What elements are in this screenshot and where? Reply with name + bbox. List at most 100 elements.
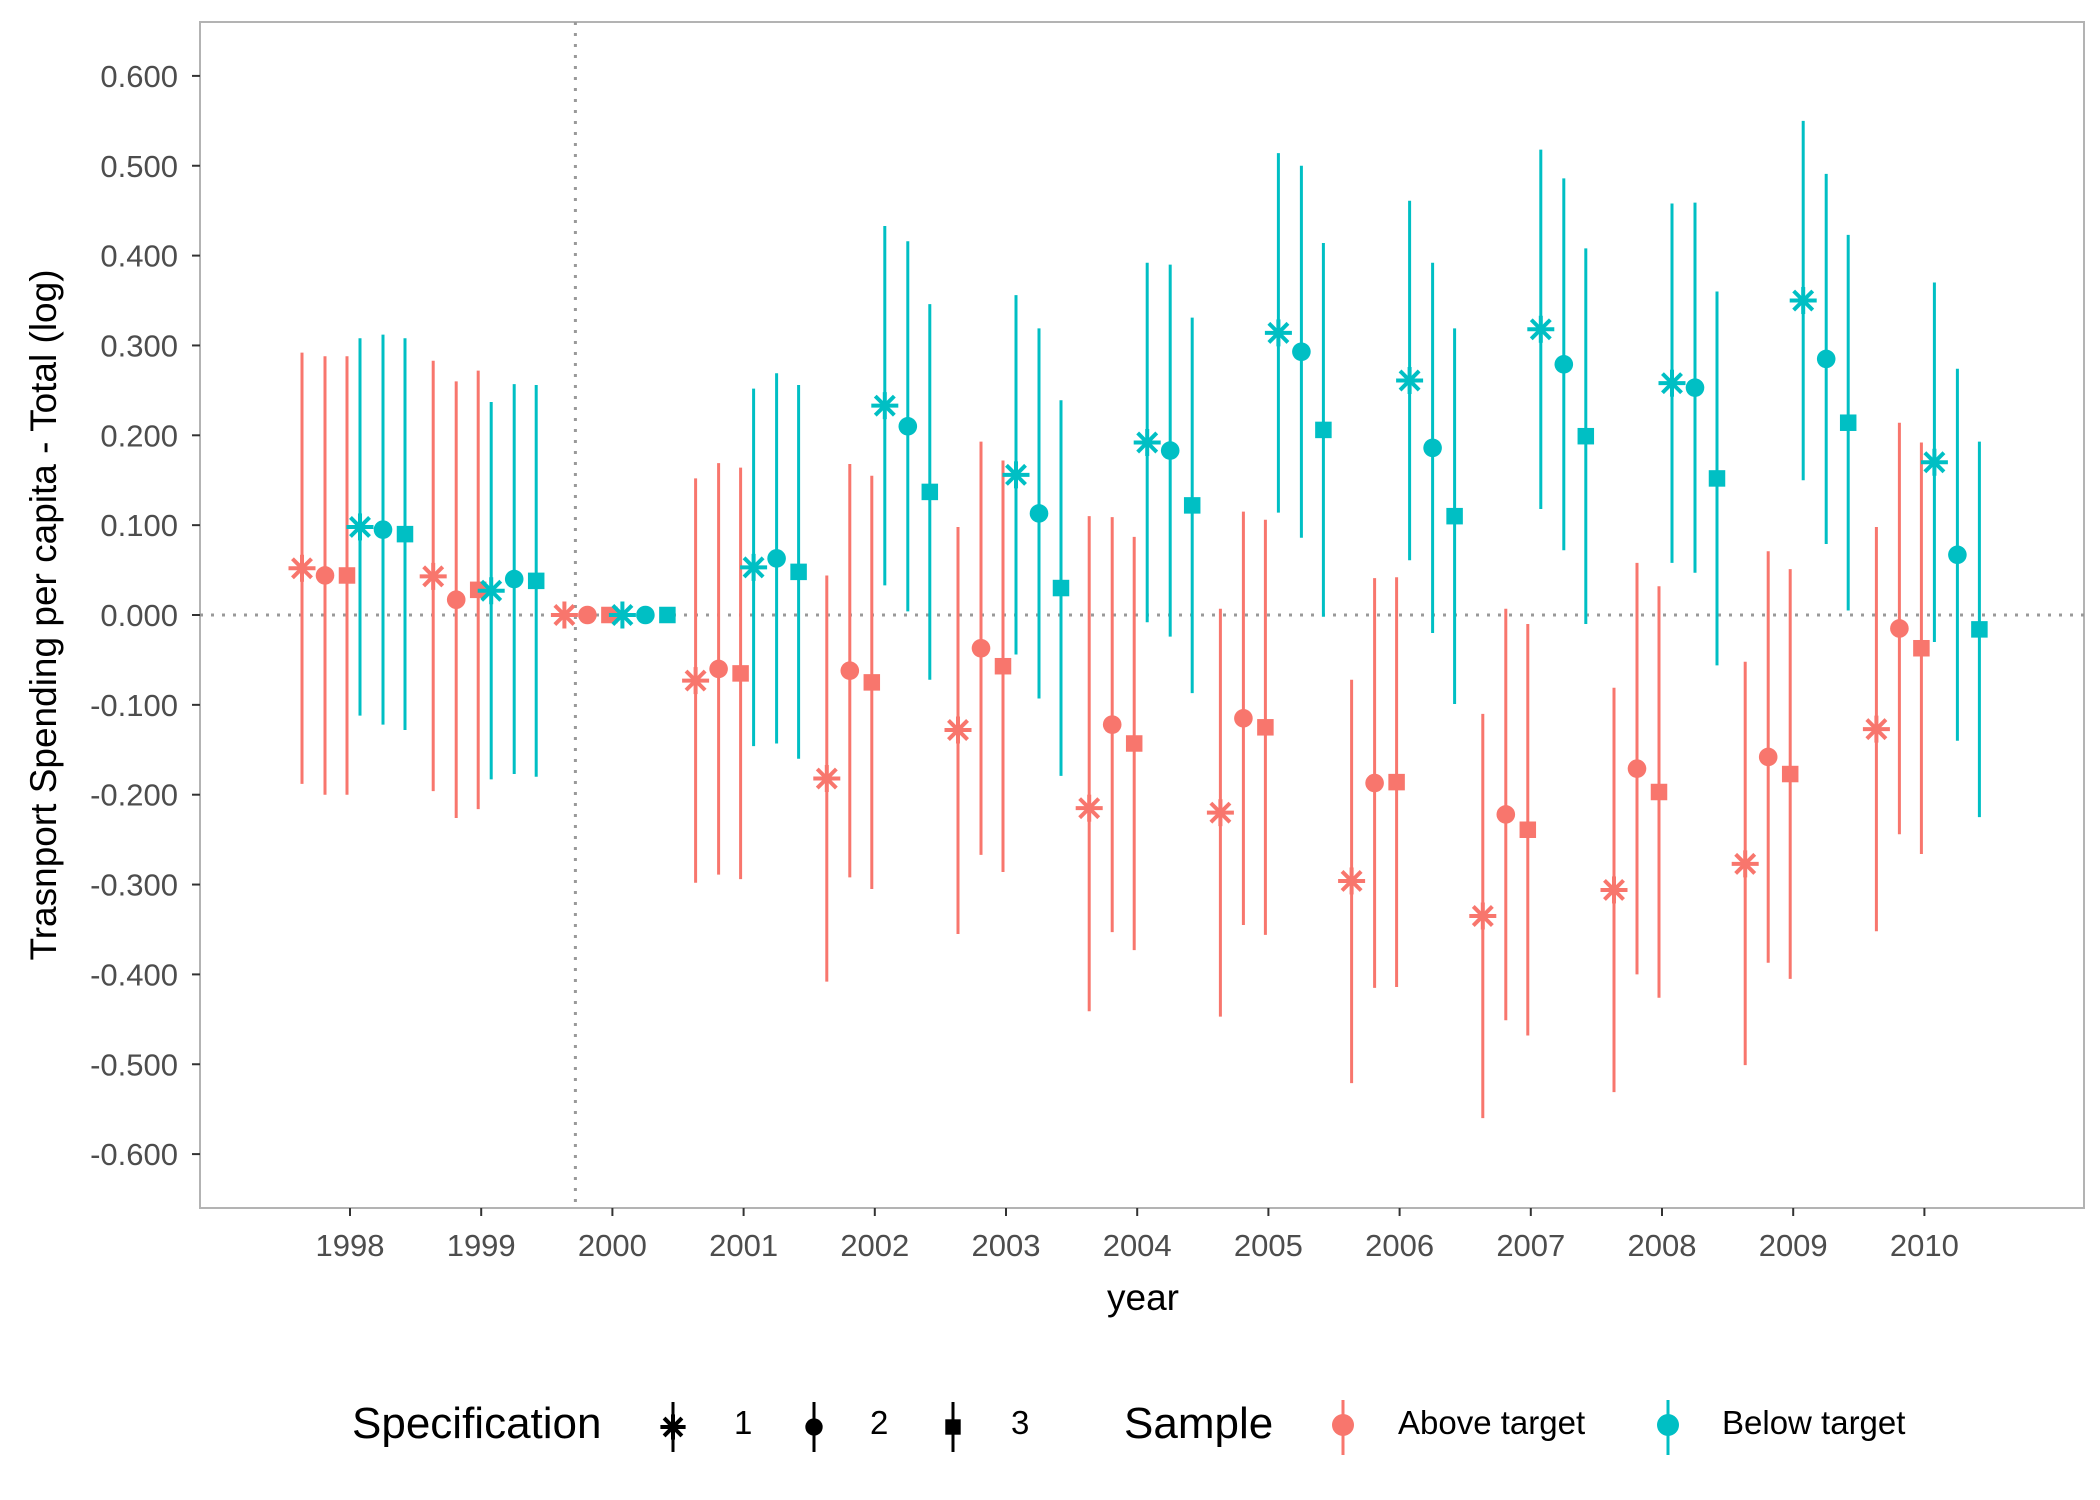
legend-title-sample: Sample bbox=[1124, 1399, 1273, 1448]
point-above-target-spec-1 bbox=[288, 554, 316, 582]
legend-key-spec-2 bbox=[805, 1418, 823, 1436]
point-below-target-spec-1 bbox=[871, 392, 899, 420]
point-below-target-spec-3 bbox=[1052, 579, 1070, 597]
point-above-target-spec-2 bbox=[971, 638, 991, 658]
point-below-target-spec-3 bbox=[1577, 427, 1595, 445]
point-above-target-spec-3 bbox=[1257, 719, 1274, 736]
x-tick-label: 2005 bbox=[1234, 1228, 1303, 1263]
point-above-target-spec-3 bbox=[863, 674, 881, 691]
x-tick-label: 2009 bbox=[1759, 1228, 1828, 1263]
x-tick-label: 2001 bbox=[709, 1228, 778, 1263]
x-tick-label: 2003 bbox=[972, 1228, 1041, 1263]
point-below-target-spec-3 bbox=[921, 483, 939, 501]
legend-label-spec-1: 1 bbox=[734, 1404, 752, 1441]
point-above-target-spec-3 bbox=[994, 657, 1012, 675]
point-above-target-spec-2 bbox=[709, 659, 728, 679]
point-estimates bbox=[288, 287, 1988, 930]
point-below-target-spec-3 bbox=[1708, 470, 1726, 487]
point-below-target-spec-2 bbox=[1948, 545, 1967, 565]
y-tick-label: 0.000 bbox=[100, 598, 178, 633]
point-below-target-spec-3 bbox=[396, 525, 414, 543]
legend-label-spec-2: 2 bbox=[870, 1404, 888, 1441]
point-above-target-spec-2 bbox=[1890, 619, 1909, 638]
point-below-target-spec-1 bbox=[1133, 428, 1161, 456]
point-below-target-spec-1 bbox=[1789, 287, 1817, 315]
y-tick-label: -0.400 bbox=[90, 957, 178, 992]
legend-key-dot-sample-2 bbox=[1657, 1414, 1679, 1436]
point-above-target-spec-1 bbox=[419, 562, 447, 590]
y-tick-label: 0.500 bbox=[100, 149, 178, 184]
y-axis-title: Trasnport Spending per capita - Total (l… bbox=[23, 269, 64, 960]
x-tick-label: 2010 bbox=[1890, 1228, 1959, 1263]
point-above-target-spec-2 bbox=[1758, 747, 1778, 767]
y-tick-label: -0.100 bbox=[90, 688, 178, 723]
point-below-target-spec-3 bbox=[659, 606, 676, 624]
y-tick-label: -0.600 bbox=[90, 1137, 178, 1172]
point-below-target-spec-2 bbox=[1423, 438, 1442, 458]
y-tick-label: -0.200 bbox=[90, 778, 178, 813]
legend-label-below-target: Below target bbox=[1722, 1404, 1905, 1441]
point-below-target-spec-1 bbox=[1002, 461, 1030, 489]
point-below-target-spec-2 bbox=[1685, 378, 1705, 397]
point-below-target-spec-1 bbox=[1264, 319, 1292, 347]
point-below-target-spec-2 bbox=[1029, 504, 1049, 523]
point-above-target-spec-2 bbox=[1627, 759, 1647, 778]
y-axis: 0.600 0.500 0.400 0.300 0.200 0.100 0.000 -0.10… bbox=[90, 59, 200, 1172]
point-above-target-spec-3 bbox=[1125, 735, 1143, 752]
point-below-target-spec-2 bbox=[1816, 349, 1836, 369]
point-above-target-spec-3 bbox=[338, 567, 356, 584]
legend-label-above-target: Above target bbox=[1398, 1404, 1585, 1441]
y-tick-label: 0.200 bbox=[100, 418, 178, 453]
point-below-target-spec-2 bbox=[636, 605, 655, 625]
y-tick-label: -0.500 bbox=[90, 1047, 178, 1082]
point-below-target-spec-1 bbox=[346, 513, 374, 541]
point-below-target-spec-1 bbox=[1920, 448, 1948, 476]
point-above-target-spec-3 bbox=[1519, 821, 1537, 838]
point-above-target-spec-2 bbox=[1365, 773, 1384, 793]
legend-title-specification: Specification bbox=[352, 1399, 601, 1448]
point-above-target-spec-3 bbox=[1388, 773, 1405, 791]
point-above-target-spec-3 bbox=[1781, 765, 1799, 783]
point-below-target-spec-3 bbox=[1315, 421, 1332, 439]
point-above-target-spec-1 bbox=[682, 667, 710, 695]
point-above-target-spec-2 bbox=[315, 566, 335, 585]
point-below-target-spec-1 bbox=[1527, 315, 1555, 343]
point-above-target-spec-1 bbox=[1206, 799, 1234, 827]
point-below-target-spec-1 bbox=[740, 553, 768, 581]
point-above-target-spec-1 bbox=[1075, 794, 1103, 822]
point-above-target-spec-3 bbox=[732, 665, 749, 682]
point-below-target-spec-2 bbox=[1160, 441, 1180, 460]
point-above-target-spec-1 bbox=[550, 601, 578, 629]
point-above-target-spec-1 bbox=[813, 765, 841, 793]
point-below-target-spec-1 bbox=[477, 577, 505, 605]
y-tick-label: 0.300 bbox=[100, 328, 178, 363]
point-above-target-spec-1 bbox=[1731, 850, 1759, 878]
point-above-target-spec-2 bbox=[1234, 709, 1253, 728]
legend-key-dot-sample-1 bbox=[1332, 1414, 1354, 1436]
point-below-target-spec-1 bbox=[1658, 369, 1686, 397]
point-above-target-spec-2 bbox=[1102, 715, 1122, 734]
point-above-target-spec-1 bbox=[1600, 876, 1628, 904]
legend-specification-keys bbox=[660, 1402, 961, 1452]
x-axis: 1998 1999 2000 2001 2002 2003 2004 2005 2006 2007… bbox=[316, 1208, 1959, 1263]
point-above-target-spec-2 bbox=[446, 590, 466, 610]
point-below-target-spec-3 bbox=[1446, 507, 1463, 525]
point-below-target-spec-1 bbox=[608, 601, 636, 629]
point-above-target-spec-2 bbox=[1496, 805, 1516, 824]
y-tick-label: 0.600 bbox=[100, 59, 178, 94]
x-tick-label: 2004 bbox=[1103, 1228, 1172, 1263]
point-below-target-spec-3 bbox=[1839, 414, 1857, 431]
x-tick-label: 2002 bbox=[840, 1228, 909, 1263]
point-above-target-spec-2 bbox=[840, 661, 860, 681]
x-tick-label: 2007 bbox=[1496, 1228, 1565, 1263]
y-tick-label: 0.100 bbox=[100, 508, 178, 543]
x-tick-label: 2006 bbox=[1365, 1228, 1434, 1263]
point-above-target-spec-3 bbox=[1913, 639, 1930, 657]
point-below-target-spec-3 bbox=[527, 572, 545, 590]
legend-label-spec-3: 3 bbox=[1011, 1404, 1029, 1441]
x-axis-title: year bbox=[1107, 1277, 1179, 1318]
point-above-target-spec-3 bbox=[1650, 783, 1668, 801]
x-tick-label: 2008 bbox=[1628, 1228, 1697, 1263]
point-below-target-spec-3 bbox=[1183, 497, 1201, 514]
